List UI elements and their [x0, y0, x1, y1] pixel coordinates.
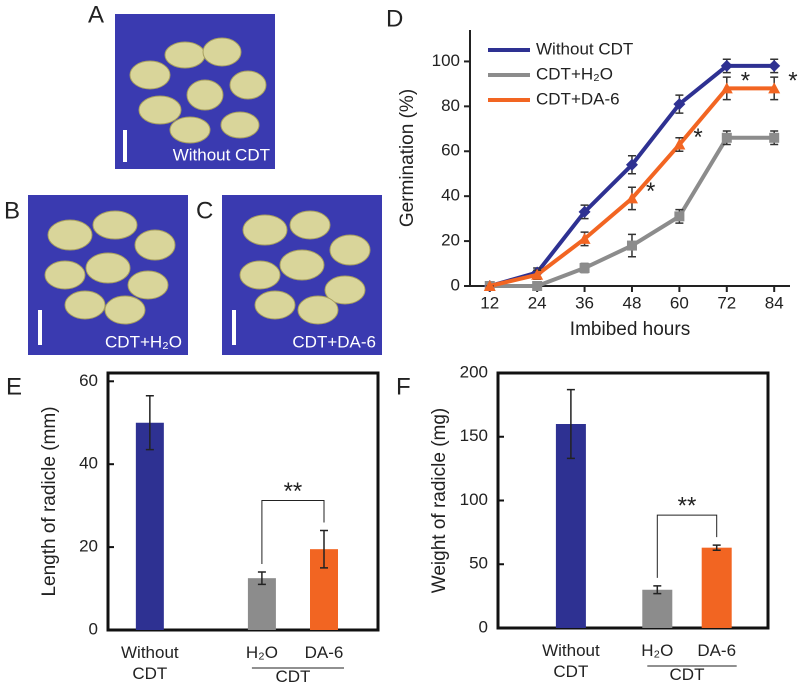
marker: [578, 205, 591, 218]
error-bar: [145, 395, 154, 451]
x-tick-label: 72: [717, 293, 736, 312]
marker: [579, 263, 590, 274]
error-bar: [566, 388, 575, 460]
y-tick-label: 0: [451, 275, 460, 294]
panel-letter: B: [4, 197, 20, 224]
photo: CDT+DA-6: [222, 195, 382, 355]
marker: [483, 280, 496, 291]
error-bar: [653, 585, 662, 595]
legend-label: CDT+H₂O: [536, 64, 613, 83]
y-tick-label: 0: [89, 619, 98, 638]
group-label: CDT: [669, 665, 705, 684]
y-tick-label: 60: [441, 141, 460, 160]
y-axis-title: Length of radicle (mm): [39, 406, 60, 596]
marker: [532, 281, 543, 291]
significance-label: **: [678, 492, 697, 519]
marker: [721, 132, 732, 143]
y-tick-label: 40: [79, 454, 98, 473]
x-tick-label: H₂O: [641, 641, 674, 660]
significance-label: **: [284, 478, 303, 505]
plot-frame: [106, 371, 380, 632]
group-label: CDT: [275, 667, 311, 686]
panel-letter: E: [6, 373, 22, 400]
marker: [720, 59, 733, 72]
x-tick-label: 84: [765, 293, 784, 312]
photo-label: CDT+DA-6: [292, 332, 376, 351]
x-tick-label: H₂O: [245, 643, 278, 662]
marker: [768, 59, 781, 72]
bar: [135, 422, 164, 630]
marker: [625, 158, 638, 171]
error-bar: [320, 529, 328, 569]
bar: [247, 578, 276, 630]
panel-letter: C: [196, 197, 213, 224]
photo-label: Without CDT: [173, 145, 270, 164]
y-tick-label: 20: [79, 537, 98, 556]
y-axis-title: Germination (%): [397, 89, 418, 227]
bar: [642, 589, 673, 628]
marker: [720, 82, 733, 94]
y-tick-label: 80: [441, 96, 460, 115]
error-bar: [257, 571, 266, 586]
error-bar: [712, 544, 721, 551]
x-tick-label: 24: [528, 293, 547, 312]
legend-label: Without CDT: [536, 39, 633, 58]
marker: [673, 98, 686, 111]
x-axis-title: Imbibed hours: [570, 319, 690, 340]
x-tick-label: 36: [575, 293, 594, 312]
significance-label: *: [693, 124, 702, 151]
panel-letter: D: [386, 5, 403, 32]
y-tick-label: 50: [469, 554, 488, 573]
x-tick-label: 48: [623, 293, 642, 312]
y-axis-title: Weight of radicle (mg): [429, 408, 450, 594]
x-tick-label: DA-6: [697, 641, 737, 660]
y-tick-label: 0: [479, 617, 488, 636]
y-tick-label: 150: [460, 426, 488, 445]
x-tick-label: Without CDT: [542, 641, 600, 681]
x-tick-label: Without CDT: [121, 643, 179, 683]
x-tick-label: 12: [480, 293, 499, 312]
significance-label: *: [788, 68, 797, 95]
significance-label: *: [646, 178, 655, 205]
y-tick-label: 40: [441, 186, 460, 205]
marker: [578, 232, 591, 244]
x-tick-label: 60: [670, 293, 689, 312]
significance-bracket: [261, 500, 325, 564]
marker: [531, 268, 544, 280]
panel-letter: A: [88, 1, 104, 28]
photo-label: CDT+H₂O: [105, 332, 182, 351]
photo: Without CDT: [115, 14, 275, 169]
y-tick-label: 20: [441, 231, 460, 250]
significance-bracket: [656, 514, 718, 578]
x-tick-label: DA-6: [304, 643, 344, 662]
photo: CDT+H₂O: [28, 195, 188, 355]
marker: [674, 211, 685, 222]
y-tick-label: 60: [79, 371, 98, 390]
panel-letter: F: [396, 373, 411, 400]
y-tick-label: 200: [460, 362, 488, 381]
marker: [625, 192, 638, 204]
significance-label: *: [741, 68, 750, 95]
y-tick-label: 100: [432, 51, 460, 70]
marker: [626, 240, 637, 251]
marker: [768, 82, 781, 94]
y-tick-label: 100: [460, 490, 488, 509]
legend-label: CDT+DA-6: [536, 89, 620, 108]
marker: [769, 132, 780, 143]
marker: [673, 138, 686, 150]
bar: [701, 547, 732, 628]
